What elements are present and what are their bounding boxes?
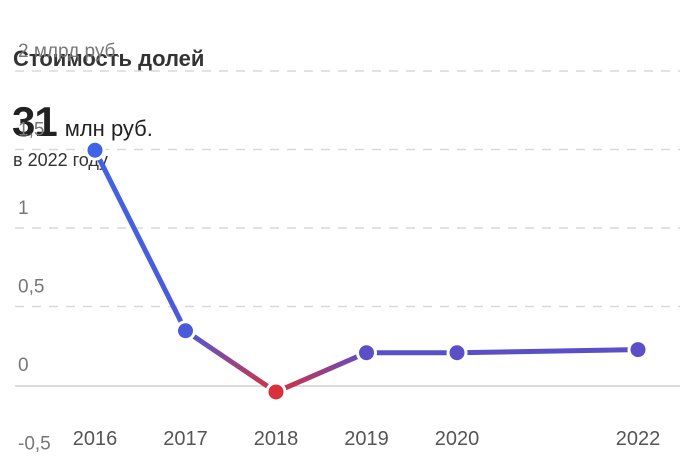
y-tick-label: 0,5 [18, 277, 44, 298]
x-tick-label: 2018 [254, 428, 299, 450]
chart-title: Стоимость долей [13, 46, 205, 71]
x-tick-label: 2022 [616, 428, 661, 450]
y-tick-label: 2 млрд руб. [18, 41, 121, 62]
x-tick-label: 2019 [344, 428, 389, 450]
data-point [175, 320, 196, 342]
data-point [446, 342, 468, 364]
data-point [84, 139, 106, 161]
period-label: в 2022 году [13, 150, 108, 170]
data-point [265, 381, 287, 403]
data-point [627, 339, 649, 361]
headline-unit: млн руб. [64, 116, 153, 141]
headline: 31 млн руб. [12, 98, 153, 146]
data-point [356, 342, 377, 364]
series-line-segment [273, 350, 369, 395]
series-line-segment [454, 347, 641, 356]
y-tick-label: 1 [18, 198, 29, 219]
headline-value: 31 [12, 98, 58, 145]
y-tick-label: -0,5 [18, 434, 51, 455]
series-line-segment [183, 328, 279, 395]
x-tick-label: 2020 [435, 428, 480, 450]
y-tick-label: 1,5 [18, 120, 44, 141]
y-tick-label: 0 [18, 355, 29, 376]
x-tick-label: 2017 [163, 428, 208, 450]
x-tick-label: 2016 [73, 428, 118, 450]
series-line-segment [92, 147, 188, 334]
